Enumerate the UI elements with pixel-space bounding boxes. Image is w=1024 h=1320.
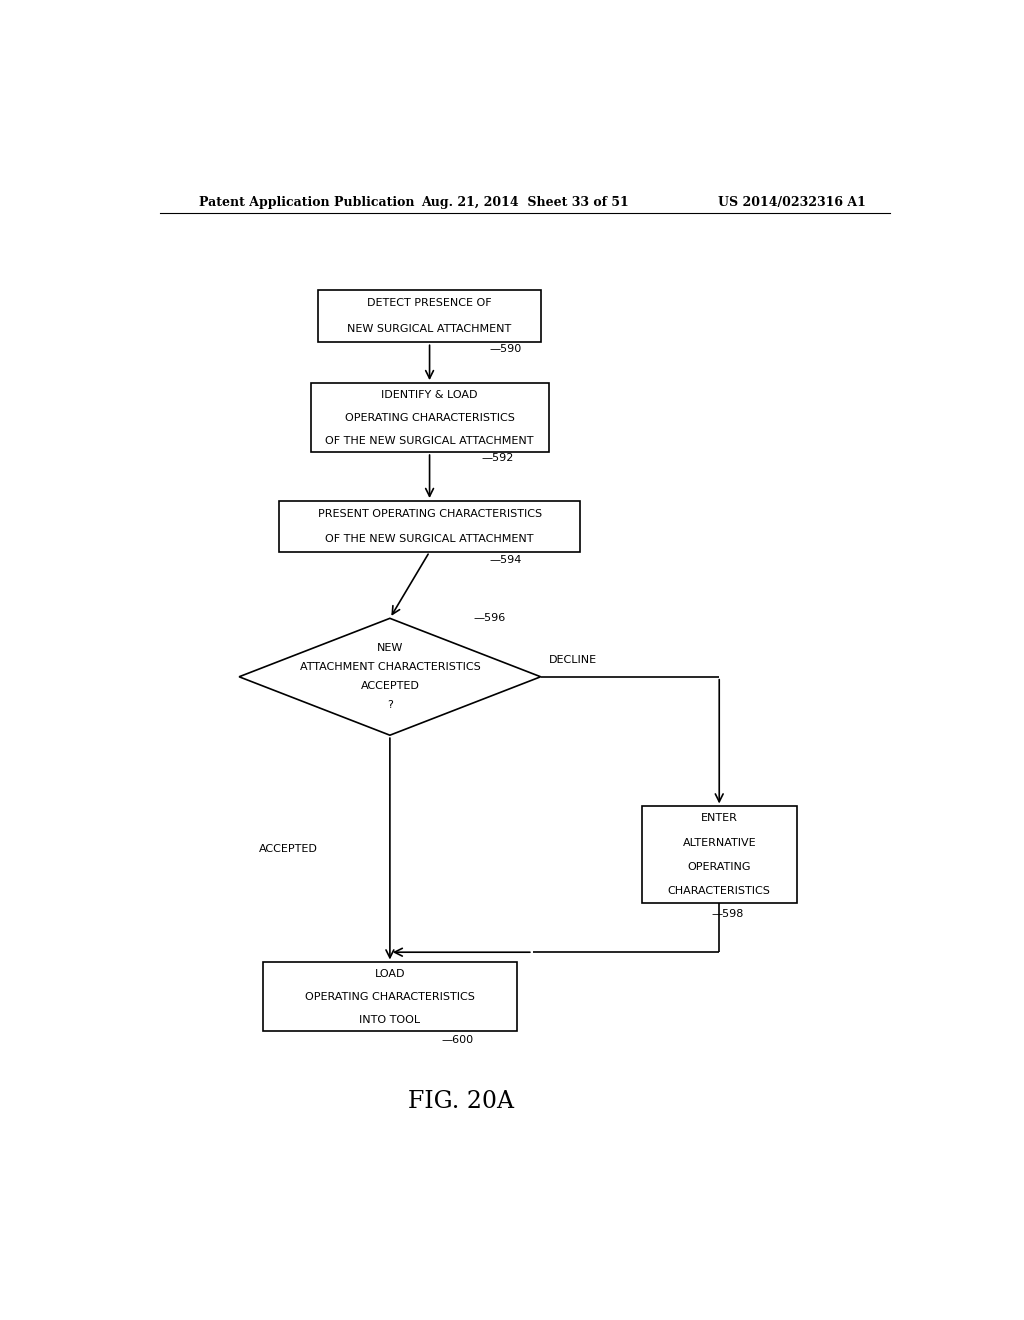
Text: DETECT PRESENCE OF: DETECT PRESENCE OF (368, 298, 492, 308)
Text: —592: —592 (481, 453, 513, 463)
Text: Patent Application Publication: Patent Application Publication (200, 195, 415, 209)
Text: NEW: NEW (377, 643, 403, 653)
Text: US 2014/0232316 A1: US 2014/0232316 A1 (718, 195, 866, 209)
FancyBboxPatch shape (642, 807, 797, 903)
Text: IDENTIFY & LOAD: IDENTIFY & LOAD (381, 389, 478, 400)
Text: ENTER: ENTER (700, 813, 737, 824)
Text: —590: —590 (489, 345, 521, 354)
Text: OPERATING CHARACTERISTICS: OPERATING CHARACTERISTICS (345, 413, 514, 422)
FancyBboxPatch shape (279, 500, 581, 552)
Text: ?: ? (387, 700, 393, 710)
FancyBboxPatch shape (263, 962, 517, 1031)
Text: —594: —594 (489, 554, 521, 565)
Text: Aug. 21, 2014  Sheet 33 of 51: Aug. 21, 2014 Sheet 33 of 51 (421, 195, 629, 209)
Text: FIG. 20A: FIG. 20A (409, 1090, 514, 1113)
Text: —598: —598 (712, 908, 743, 919)
Text: ACCEPTED: ACCEPTED (360, 681, 419, 692)
Text: NEW SURGICAL ATTACHMENT: NEW SURGICAL ATTACHMENT (347, 325, 512, 334)
FancyBboxPatch shape (310, 383, 549, 453)
Text: OF THE NEW SURGICAL ATTACHMENT: OF THE NEW SURGICAL ATTACHMENT (326, 535, 534, 544)
Polygon shape (240, 618, 541, 735)
Text: LOAD: LOAD (375, 969, 406, 979)
Text: OPERATING CHARACTERISTICS: OPERATING CHARACTERISTICS (305, 991, 475, 1002)
FancyBboxPatch shape (318, 289, 541, 342)
Text: —600: —600 (441, 1035, 473, 1044)
Text: OPERATING: OPERATING (687, 862, 751, 871)
Text: ALTERNATIVE: ALTERNATIVE (682, 838, 756, 847)
Text: INTO TOOL: INTO TOOL (359, 1015, 421, 1024)
Text: —596: —596 (473, 612, 506, 623)
Text: ACCEPTED: ACCEPTED (259, 843, 317, 854)
Text: OF THE NEW SURGICAL ATTACHMENT: OF THE NEW SURGICAL ATTACHMENT (326, 436, 534, 446)
Text: PRESENT OPERATING CHARACTERISTICS: PRESENT OPERATING CHARACTERISTICS (317, 508, 542, 519)
Text: DECLINE: DECLINE (549, 655, 597, 664)
Text: ATTACHMENT CHARACTERISTICS: ATTACHMENT CHARACTERISTICS (299, 663, 480, 672)
Text: CHARACTERISTICS: CHARACTERISTICS (668, 886, 771, 896)
